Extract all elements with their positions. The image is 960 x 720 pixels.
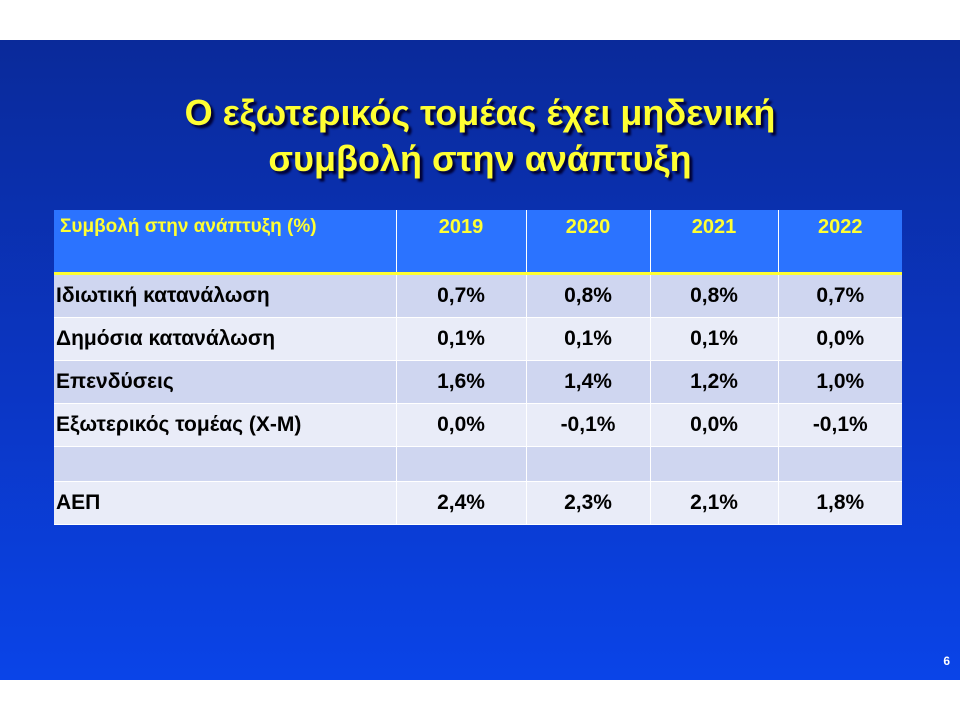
table-header-row: Συμβολή στην ανάπτυξη (%) 2019 2020 2021… (54, 210, 902, 275)
table-row: Ιδιωτική κατανάλωση 0,7% 0,8% 0,8% 0,7% (54, 273, 902, 318)
table-cell: 0,1% (526, 317, 651, 361)
table-cell: 0,8% (526, 273, 651, 318)
table-cell (396, 446, 527, 482)
table-cell: 0,0% (396, 403, 527, 447)
table-cell (650, 446, 779, 482)
table-cell: 1,4% (526, 360, 651, 404)
table-cell: 0,7% (778, 273, 902, 318)
slide-title-line-2: συμβολή στην ανάπτυξη (268, 138, 692, 179)
header-cell-label: Συμβολή στην ανάπτυξη (%) (54, 210, 397, 275)
row-label: ΑΕΠ (54, 481, 397, 525)
slide-title: Ο εξωτερικός τομέας έχει μηδενική συμβολ… (0, 90, 960, 182)
table-cell: 2,4% (396, 481, 527, 525)
slide: Ο εξωτερικός τομέας έχει μηδενική συμβολ… (0, 40, 960, 680)
table-cell: 0,1% (396, 317, 527, 361)
row-label: Δημόσια κατανάλωση (54, 317, 397, 361)
table-cell: -0,1% (778, 403, 902, 447)
table-cell: 0,0% (778, 317, 902, 361)
table-cell: 1,8% (778, 481, 902, 525)
table-cell: 2,3% (526, 481, 651, 525)
table-row: Επενδύσεις 1,6% 1,4% 1,2% 1,0% (54, 360, 902, 404)
table-cell: 0,8% (650, 273, 779, 318)
table-cell: 0,1% (650, 317, 779, 361)
table-cell: 0,0% (650, 403, 779, 447)
page-number: 6 (943, 654, 950, 668)
row-label: Ιδιωτική κατανάλωση (54, 273, 397, 318)
header-cell-2019: 2019 (396, 210, 527, 275)
table-row-empty (54, 446, 902, 482)
table-row-total: ΑΕΠ 2,4% 2,3% 2,1% 1,8% (54, 481, 902, 525)
growth-contribution-table: Συμβολή στην ανάπτυξη (%) 2019 2020 2021… (54, 210, 902, 525)
table-cell: 1,2% (650, 360, 779, 404)
row-label (54, 446, 397, 482)
table-cell: -0,1% (526, 403, 651, 447)
table-cell (778, 446, 902, 482)
header-cell-2020: 2020 (526, 210, 651, 275)
slide-title-line-1: Ο εξωτερικός τομέας έχει μηδενική (184, 92, 776, 133)
table-cell: 1,0% (778, 360, 902, 404)
table-cell: 1,6% (396, 360, 527, 404)
table-cell (526, 446, 651, 482)
row-label: Εξωτερικός τομέας (Χ-Μ) (54, 403, 397, 447)
row-label: Επενδύσεις (54, 360, 397, 404)
header-cell-2022: 2022 (778, 210, 902, 275)
table-cell: 2,1% (650, 481, 779, 525)
table-row: Εξωτερικός τομέας (Χ-Μ) 0,0% -0,1% 0,0% … (54, 403, 902, 447)
table-cell: 0,7% (396, 273, 527, 318)
table-row: Δημόσια κατανάλωση 0,1% 0,1% 0,1% 0,0% (54, 317, 902, 361)
header-cell-2021: 2021 (650, 210, 779, 275)
